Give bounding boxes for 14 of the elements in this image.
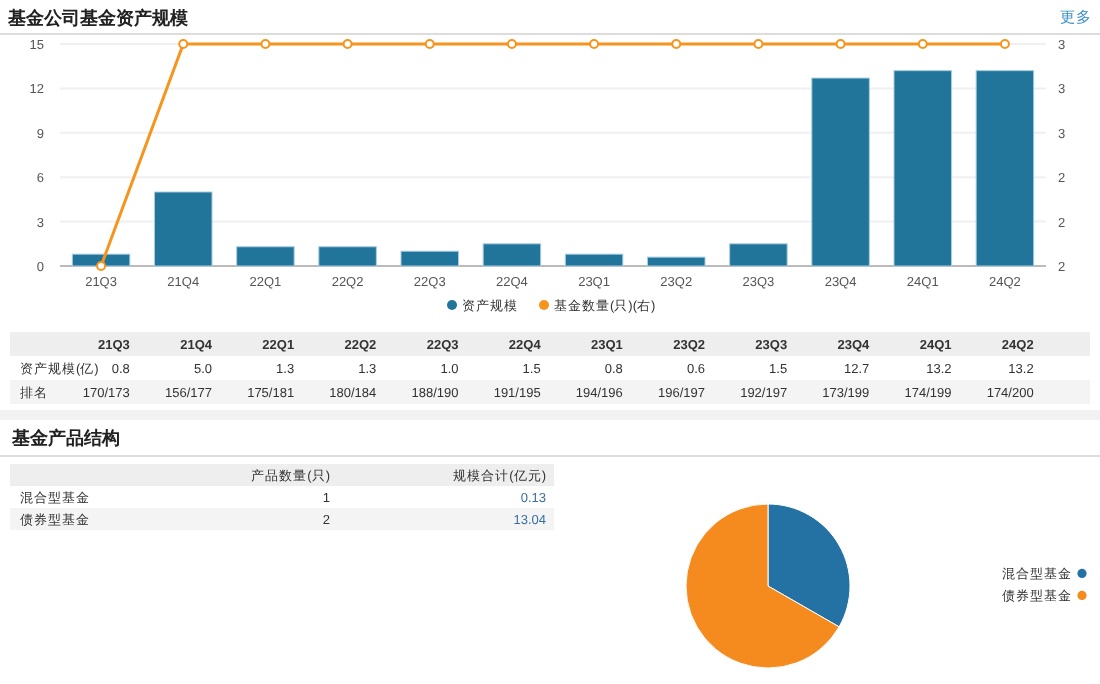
bar — [482, 243, 542, 267]
bar — [729, 243, 788, 267]
bar — [236, 246, 295, 267]
bar — [400, 250, 460, 267]
text: 基金产品结构 — [10, 428, 120, 448]
bar — [564, 253, 624, 267]
bar — [71, 253, 131, 267]
bar — [153, 191, 213, 267]
bar — [646, 256, 706, 267]
bar — [893, 70, 953, 267]
bar — [811, 77, 870, 267]
bar — [975, 70, 1035, 267]
chart-title: 基金公司基金资产规模 — [6, 8, 190, 28]
bar — [318, 246, 377, 267]
